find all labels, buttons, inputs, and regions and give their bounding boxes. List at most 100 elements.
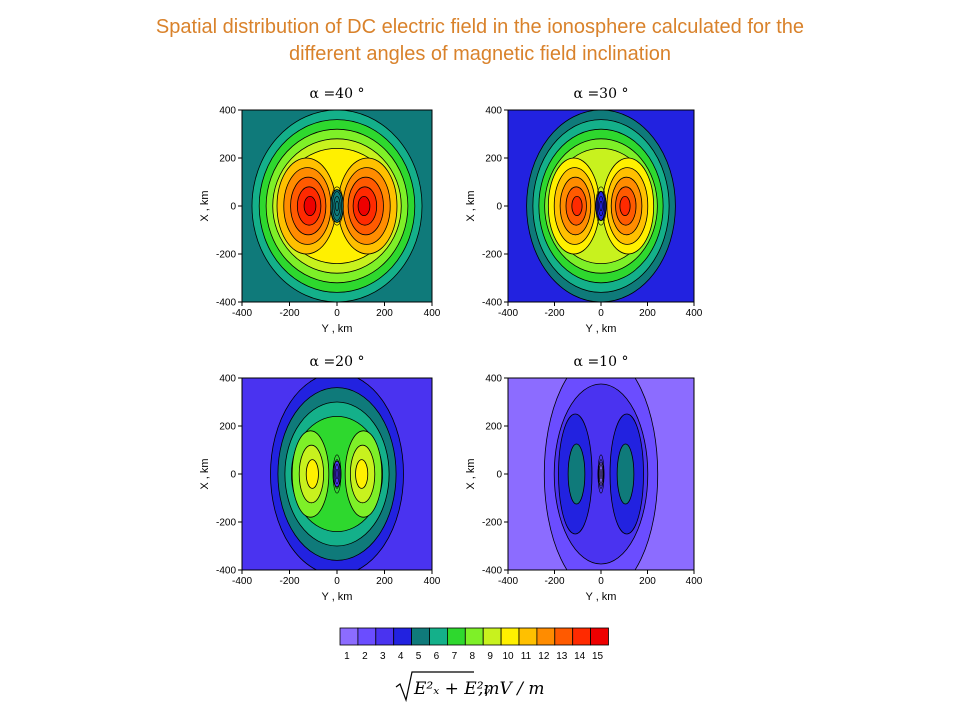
center-contour bbox=[331, 191, 343, 221]
colorbar-tick-label: 12 bbox=[538, 651, 550, 662]
y-axis-label: X , km bbox=[199, 458, 211, 489]
colorbar-swatch bbox=[411, 627, 430, 646]
y-tick-label: 400 bbox=[219, 374, 236, 385]
x-tick-label: 0 bbox=[334, 576, 340, 587]
center-contour bbox=[598, 196, 604, 216]
x-axis-label: Y , km bbox=[586, 591, 617, 603]
contour-level-15-right bbox=[357, 195, 371, 216]
x-tick-label: 200 bbox=[376, 576, 393, 587]
contour-level-10-right bbox=[355, 459, 369, 489]
colorbar-tick-label: 2 bbox=[362, 651, 368, 662]
x-tick-label: 0 bbox=[598, 308, 604, 319]
y-axis-label: X , km bbox=[199, 190, 211, 221]
colorbar-tick-label: 8 bbox=[469, 651, 475, 662]
center-contour bbox=[335, 468, 339, 480]
y-tick-label: 0 bbox=[230, 202, 236, 213]
y-tick-label: -200 bbox=[216, 250, 236, 261]
y-tick-label: 200 bbox=[219, 422, 236, 433]
colorbar-tick-label: 7 bbox=[452, 651, 458, 662]
x-tick-label: -400 bbox=[232, 308, 252, 319]
y-tick-label: 0 bbox=[496, 470, 502, 481]
colorbar-swatch bbox=[572, 627, 592, 646]
center-contour bbox=[334, 464, 340, 484]
panel-title: α =40 ° bbox=[310, 86, 365, 102]
y-tick-label: 200 bbox=[219, 154, 236, 165]
contour-level-5-right bbox=[616, 443, 635, 505]
x-tick-label: 0 bbox=[598, 576, 604, 587]
contour-level-14-right bbox=[619, 195, 631, 216]
colorbar-tick-label: 3 bbox=[380, 651, 386, 662]
contour-level-14-left bbox=[571, 195, 583, 216]
colorbar-tick-label: 15 bbox=[592, 651, 604, 662]
colorbar-tick-label: 10 bbox=[502, 651, 514, 662]
contour-level-15-left bbox=[303, 195, 317, 216]
y-axis-label: X , km bbox=[465, 458, 477, 489]
x-axis-label: Y , km bbox=[586, 323, 617, 335]
panel-title: α =10 ° bbox=[574, 354, 629, 370]
center-contour bbox=[598, 459, 604, 489]
y-tick-label: -400 bbox=[482, 298, 502, 309]
center-contour bbox=[333, 459, 341, 489]
colorbar-tick-label: 11 bbox=[521, 651, 532, 662]
x-tick-label: 200 bbox=[639, 308, 656, 319]
panel-title: α =20 ° bbox=[310, 354, 365, 370]
colorbar-tick-label: 13 bbox=[556, 651, 568, 662]
contour-panel-40: -400 -200 0 200 400 400 200 0 -200 -400 Y , km X , … bbox=[199, 86, 441, 335]
colorbar-tick-label: 9 bbox=[487, 651, 493, 662]
contour-field bbox=[242, 378, 432, 570]
y-tick-label: 200 bbox=[485, 422, 502, 433]
contour-field bbox=[242, 110, 432, 302]
colorbar-swatch bbox=[500, 627, 520, 646]
title-line-1: Spatial distribution of DC electric fiel… bbox=[155, 16, 805, 38]
center-contour bbox=[599, 468, 603, 480]
colorbar-tick-label: 4 bbox=[398, 651, 404, 662]
colorbar-tick-label: 6 bbox=[434, 651, 440, 662]
colorbar-swatch bbox=[446, 627, 466, 646]
contour-panel-30: -400 -200 0 200 400 400 200 0 -200 -400 Y , km X , … bbox=[465, 86, 703, 335]
y-tick-label: 400 bbox=[485, 374, 502, 385]
colorbar-swatch bbox=[393, 627, 413, 646]
contour-level-10-left bbox=[305, 459, 319, 489]
y-tick-label: -400 bbox=[216, 298, 236, 309]
center-contour bbox=[330, 186, 344, 226]
contour-field bbox=[508, 378, 694, 570]
unit-formula: E²ₓ + E²ᵧ,mV / m bbox=[395, 671, 544, 703]
x-axis-label: Y , km bbox=[322, 591, 353, 603]
formula-expression: E²ₓ + E²ᵧ bbox=[413, 679, 491, 699]
colorbar-swatch bbox=[339, 627, 359, 646]
x-tick-label: 400 bbox=[424, 308, 441, 319]
center-contour bbox=[332, 454, 342, 494]
colorbar-tick-label: 14 bbox=[574, 651, 586, 662]
x-tick-label: -200 bbox=[544, 576, 564, 587]
y-axis-label: X , km bbox=[465, 190, 477, 221]
x-tick-label: 200 bbox=[639, 576, 656, 587]
colorbar-swatch bbox=[518, 627, 538, 646]
x-tick-label: -200 bbox=[279, 576, 299, 587]
colorbar-swatch bbox=[464, 627, 484, 646]
y-tick-label: 400 bbox=[485, 106, 502, 117]
unit-label: ,mV / m bbox=[478, 679, 544, 699]
center-contour bbox=[595, 186, 607, 226]
x-tick-label: 400 bbox=[686, 308, 703, 319]
title-line-2: different angles of magnetic field incli… bbox=[288, 43, 672, 65]
colorbar-swatch bbox=[429, 627, 448, 646]
y-tick-label: 0 bbox=[496, 202, 502, 213]
x-tick-label: -400 bbox=[498, 576, 518, 587]
colorbar-swatch bbox=[590, 627, 609, 646]
y-tick-label: -200 bbox=[482, 250, 502, 261]
center-contour bbox=[599, 200, 603, 212]
colorbar-tick-label: 5 bbox=[416, 651, 422, 662]
sqrt-sign bbox=[395, 671, 474, 703]
page-title: Spatial distribution of DC electric fiel… bbox=[40, 14, 920, 68]
contour-panel-10: -400 -200 0 200 400 400 200 0 -200 -400 Y , km X , … bbox=[465, 354, 703, 603]
y-tick-label: -200 bbox=[482, 518, 502, 529]
contour-field bbox=[508, 110, 694, 302]
center-contour bbox=[335, 200, 339, 212]
x-tick-label: 400 bbox=[424, 576, 441, 587]
colorbar: 1 2 3 4 5 6 7 8 9 10 11 12 13 14 15 bbox=[339, 627, 609, 662]
x-tick-label: -400 bbox=[498, 308, 518, 319]
y-tick-label: 0 bbox=[230, 470, 236, 481]
colorbar-swatch bbox=[375, 627, 395, 646]
center-contour bbox=[599, 464, 603, 484]
